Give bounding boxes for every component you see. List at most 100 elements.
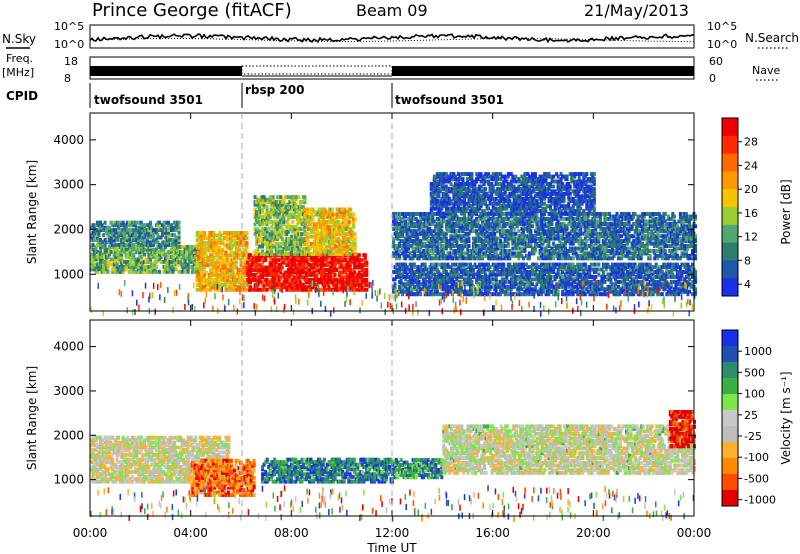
data-cell (335, 212, 339, 217)
data-cell (344, 268, 348, 272)
data-cell (245, 236, 249, 240)
data-cell (518, 239, 522, 244)
data-cell (326, 268, 330, 272)
data-cell (618, 239, 622, 244)
data-cell (102, 233, 106, 238)
data-cell (404, 246, 408, 251)
data-cell (499, 224, 503, 229)
data-cell (273, 214, 277, 219)
data-cell (265, 249, 269, 254)
data-cell (398, 244, 401, 248)
data-cell (139, 257, 143, 262)
data-cell (458, 234, 462, 239)
data-cell (632, 214, 636, 219)
data-cell (200, 238, 204, 243)
data-cell (447, 214, 451, 219)
data-cell (267, 270, 271, 275)
data-cell (684, 251, 688, 256)
data-cell (428, 226, 432, 231)
data-cell (126, 252, 130, 257)
data-cell (484, 251, 488, 256)
data-cell (141, 250, 145, 255)
data-cell (398, 253, 401, 258)
data-cell (167, 240, 170, 245)
data-cell (91, 242, 95, 247)
data-cell (102, 269, 106, 274)
data-cell (267, 282, 271, 287)
data-cell (353, 255, 357, 260)
data-cell (543, 229, 546, 234)
data-cell (600, 256, 604, 261)
data-cell (363, 258, 367, 263)
data-cell (626, 219, 629, 224)
data-cell (323, 287, 326, 292)
data-cell (322, 246, 325, 251)
data-cell (598, 212, 602, 216)
data-cell (662, 214, 666, 219)
data-cell (315, 268, 319, 272)
data-cell (329, 270, 333, 275)
data-cell (150, 225, 154, 230)
data-cell (121, 220, 125, 225)
data-cell (663, 241, 667, 246)
data-cell (247, 255, 251, 260)
data-cell (532, 251, 536, 256)
data-cell (315, 265, 319, 270)
data-cell (332, 280, 336, 285)
data-cell (456, 251, 460, 256)
data-cell (338, 275, 342, 280)
data-cell (258, 244, 262, 249)
data-cell (656, 249, 660, 253)
data-cell (292, 205, 296, 210)
data-cell (503, 224, 507, 229)
data-cell (174, 238, 178, 242)
data-cell (288, 282, 292, 287)
data-cell (279, 222, 283, 227)
data-cell (552, 234, 556, 239)
data-cell (583, 224, 587, 229)
data-cell (653, 219, 657, 224)
data-cell (564, 231, 568, 236)
data-cell (267, 227, 271, 232)
data-cell (162, 220, 166, 225)
data-cell (579, 231, 583, 236)
data-cell (342, 263, 346, 268)
data-cell (644, 224, 648, 229)
data-cell (544, 249, 548, 253)
data-cell (556, 251, 560, 256)
data-cell (195, 245, 199, 250)
data-cell (174, 228, 178, 233)
data-cell (298, 217, 302, 222)
data-cell (458, 219, 462, 224)
data-cell (156, 223, 160, 228)
data-cell (425, 236, 429, 241)
data-cell (537, 219, 540, 224)
data-cell (410, 244, 414, 248)
data-cell (233, 231, 237, 235)
data-cell (561, 256, 565, 261)
data-cell (624, 236, 628, 241)
data-cell (659, 229, 663, 234)
data-cell (221, 258, 225, 263)
data-cell (335, 260, 339, 265)
data-cell (108, 228, 112, 233)
data-cell (341, 232, 345, 237)
data-cell (233, 280, 237, 285)
data-cell (153, 252, 157, 257)
data-cell (156, 233, 160, 238)
data-cell (219, 233, 223, 238)
data-cell (239, 287, 243, 292)
data-cell (141, 240, 145, 245)
data-cell (562, 236, 566, 241)
data-cell (473, 239, 477, 244)
data-cell (222, 277, 226, 282)
data-cell (353, 242, 357, 246)
data-cell (231, 287, 235, 292)
data-cell (488, 246, 492, 251)
data-cell (481, 253, 485, 258)
data-cell (573, 239, 577, 244)
data-cell (279, 224, 283, 229)
data-cell (530, 249, 534, 253)
data-cell (97, 223, 101, 228)
data-cell (627, 224, 631, 229)
